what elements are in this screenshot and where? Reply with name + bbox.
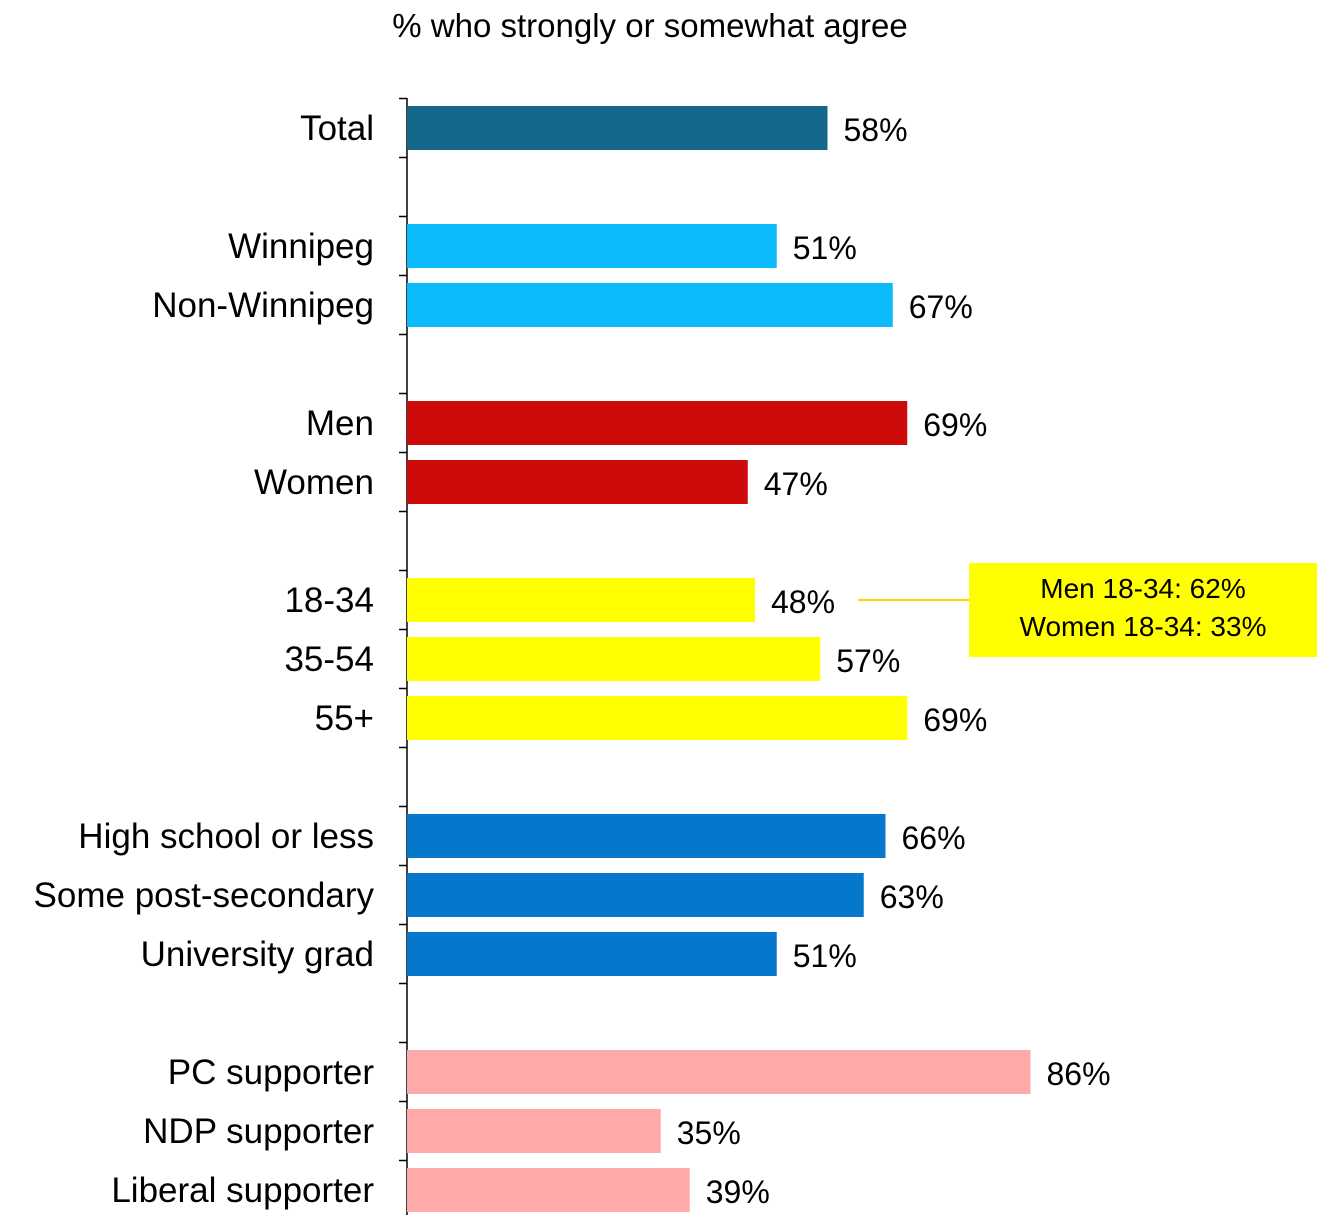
bar-non-winnipeg xyxy=(407,283,893,327)
category-label: Total xyxy=(300,109,374,148)
category-label: Winnipeg xyxy=(228,227,374,266)
y-axis xyxy=(399,97,408,1215)
bar-35-54 xyxy=(407,637,821,681)
value-label: 69% xyxy=(923,702,987,738)
value-label: 35% xyxy=(677,1115,741,1151)
bars-layer: Total 58% Winnipeg 51% Non-Winnipeg 67% Men 69%… xyxy=(34,106,1111,1212)
callout-line: Men 18-34: 62% xyxy=(1040,573,1245,604)
bar-university-grad xyxy=(407,932,777,976)
value-label: 51% xyxy=(793,938,857,974)
value-label: 63% xyxy=(880,879,944,915)
annotation-callout: Men 18-34: 62% Women 18-34: 33% xyxy=(858,563,1317,657)
bar-total xyxy=(407,106,828,150)
bar-women xyxy=(407,460,748,504)
value-label: 69% xyxy=(923,407,987,443)
bar-men xyxy=(407,401,908,445)
value-label: 58% xyxy=(844,112,908,148)
category-label: 55+ xyxy=(315,699,374,738)
bar-ndp-supporter xyxy=(407,1109,661,1153)
category-label: Liberal supporter xyxy=(111,1171,374,1210)
category-label: High school or less xyxy=(78,817,374,856)
category-label: 18-34 xyxy=(284,581,374,620)
category-label: 35-54 xyxy=(284,640,374,679)
value-label: 66% xyxy=(902,820,966,856)
category-label: University grad xyxy=(141,935,374,974)
callout-line: Women 18-34: 33% xyxy=(1020,611,1267,642)
category-label: Non-Winnipeg xyxy=(152,286,374,325)
callout-box xyxy=(969,563,1317,657)
category-label: PC supporter xyxy=(168,1053,375,1092)
bar-high-school-or-less xyxy=(407,814,886,858)
category-label: Some post-secondary xyxy=(34,876,375,915)
chart-title: % who strongly or somewhat agree xyxy=(392,7,907,44)
bar-winnipeg xyxy=(407,224,777,268)
bar-pc-supporter xyxy=(407,1050,1031,1094)
value-label: 48% xyxy=(771,584,835,620)
value-label: 67% xyxy=(909,289,973,325)
value-label: 51% xyxy=(793,230,857,266)
value-label: 47% xyxy=(764,466,828,502)
bar-liberal-supporter xyxy=(407,1168,690,1212)
bar-some-post-secondary xyxy=(407,873,864,917)
bar-55- xyxy=(407,696,908,740)
category-label: Men xyxy=(306,404,374,443)
bar-18-34 xyxy=(407,578,755,622)
category-label: NDP supporter xyxy=(143,1112,374,1151)
value-label: 86% xyxy=(1047,1056,1111,1092)
category-label: Women xyxy=(254,463,374,502)
value-label: 39% xyxy=(706,1174,770,1210)
value-label: 57% xyxy=(836,643,900,679)
